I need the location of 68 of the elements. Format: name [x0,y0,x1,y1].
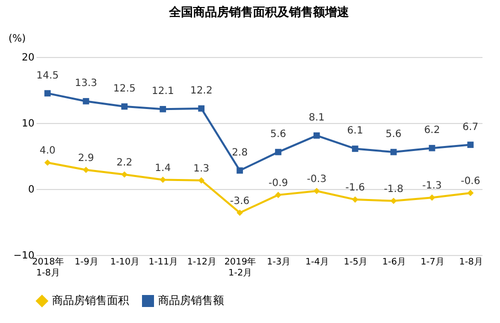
y-tick-label: 20 [22,52,34,64]
point [160,106,166,112]
data-label: 12.2 [190,85,212,96]
x-tick-label: 1-3月 [266,258,291,268]
data-label: -0.6 [460,176,480,187]
point [82,166,90,174]
data-label: -0.9 [268,178,288,189]
point [121,103,128,110]
point [44,90,51,96]
y-tick-label: 0 [28,184,34,196]
point [121,171,128,178]
data-label: 6.1 [347,126,364,137]
x-tick-label: 1-7月 [420,258,444,268]
point [428,194,436,201]
data-label: -0.3 [306,174,326,185]
data-label: 6.7 [462,122,478,133]
point [467,142,474,148]
point [160,176,166,183]
data-label: 14.5 [36,70,59,82]
x-tick-label: 1-6月 [382,258,406,268]
x-tick-label: 1-9月 [74,258,98,268]
point [428,144,436,152]
point [390,148,397,156]
data-label: -3.6 [230,196,250,207]
point [236,210,243,216]
data-label: 1.3 [193,163,210,174]
point [352,146,358,152]
data-label: 12.5 [113,84,136,94]
data-label: -1.8 [384,184,404,195]
data-label: 8.1 [308,112,325,124]
x-tick-label: 1-11月 [148,258,178,268]
data-label: 6.2 [424,125,440,136]
point [236,167,243,174]
point [314,132,320,139]
data-label: 12.1 [152,86,174,98]
x-tick-label: 1-8月 [459,258,483,268]
data-label: 5.6 [270,129,286,140]
data-label: 1.4 [154,162,171,174]
x-tick-label: 1-4月 [305,258,330,268]
y-axis-title: (%) [8,34,26,44]
point [275,148,282,156]
legend-label: 商品房销售面积 [52,294,129,307]
point [275,192,282,198]
point [352,196,358,203]
data-label: 5.6 [386,129,402,140]
point [390,198,397,204]
point [198,177,204,184]
y-tick-label: 10 [22,118,34,130]
data-label: 13.3 [74,78,98,90]
data-label: 2.8 [232,148,248,159]
data-label: 2.9 [78,152,94,164]
x-tick-label: 2018年 1-8月 [32,256,64,278]
point [467,190,474,196]
x-tick-label: 2019年 1-2月 [224,256,256,278]
point [44,159,51,166]
point [198,105,204,112]
point [314,188,320,194]
chart-title: 全国商品房销售面积及销售额增速 [168,5,350,19]
data-label: -1.3 [422,180,442,192]
y-tick-label: −10 [13,250,34,262]
x-tick-label: 1-5月 [344,258,368,268]
data-label: 2.2 [116,157,132,168]
x-tick-label: 1-10月 [110,258,140,268]
data-label: -1.6 [345,182,365,194]
point [82,98,90,104]
data-label: 4.0 [40,146,56,157]
legend-label: 商品房销售额 [158,294,224,307]
x-tick-label: 1-12月 [187,258,217,268]
